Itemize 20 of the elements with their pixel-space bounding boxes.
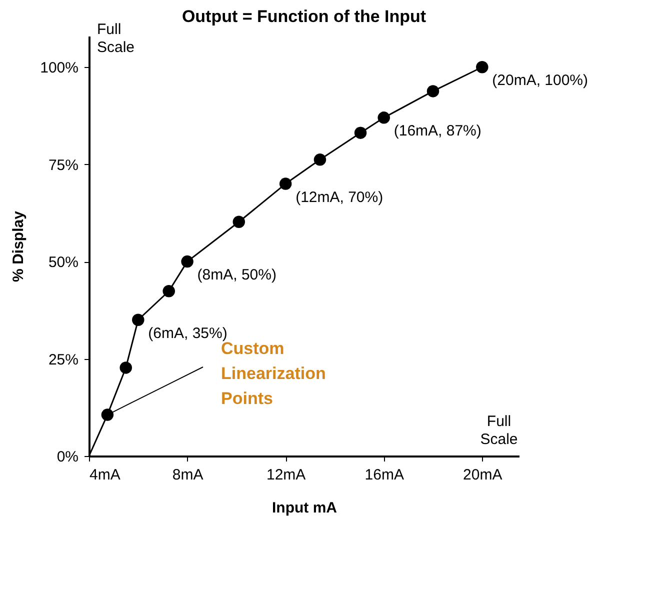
chart-title: Output = Function of the Input [182,7,426,26]
data-label: (12mA, 70%) [296,188,384,206]
data-label: (8mA, 50%) [197,266,276,284]
data-label: (16mA, 87%) [394,122,482,140]
annotation: Full Scale [97,21,135,56]
y-tick-label: 75% [48,156,78,174]
y-axis-title: % Display [10,210,28,282]
annotation: Full Scale [480,413,518,448]
x-tick-label: 12mA [266,466,306,484]
x-tick-label: 4mA [90,466,120,484]
x-tick-label: 20mA [463,466,502,484]
data-label: (6mA, 35%) [148,324,228,342]
y-tick-label: 50% [48,254,78,272]
x-axis-title: Input mA [272,500,338,516]
x-tick-label: 16mA [364,466,404,484]
x-tick-label: 8mA [172,466,204,484]
y-tick-label: 25% [48,351,78,368]
y-tick-label: 100% [40,60,78,77]
data-label: (20mA, 100%) [492,72,588,90]
y-tick-label: 0% [56,448,78,466]
